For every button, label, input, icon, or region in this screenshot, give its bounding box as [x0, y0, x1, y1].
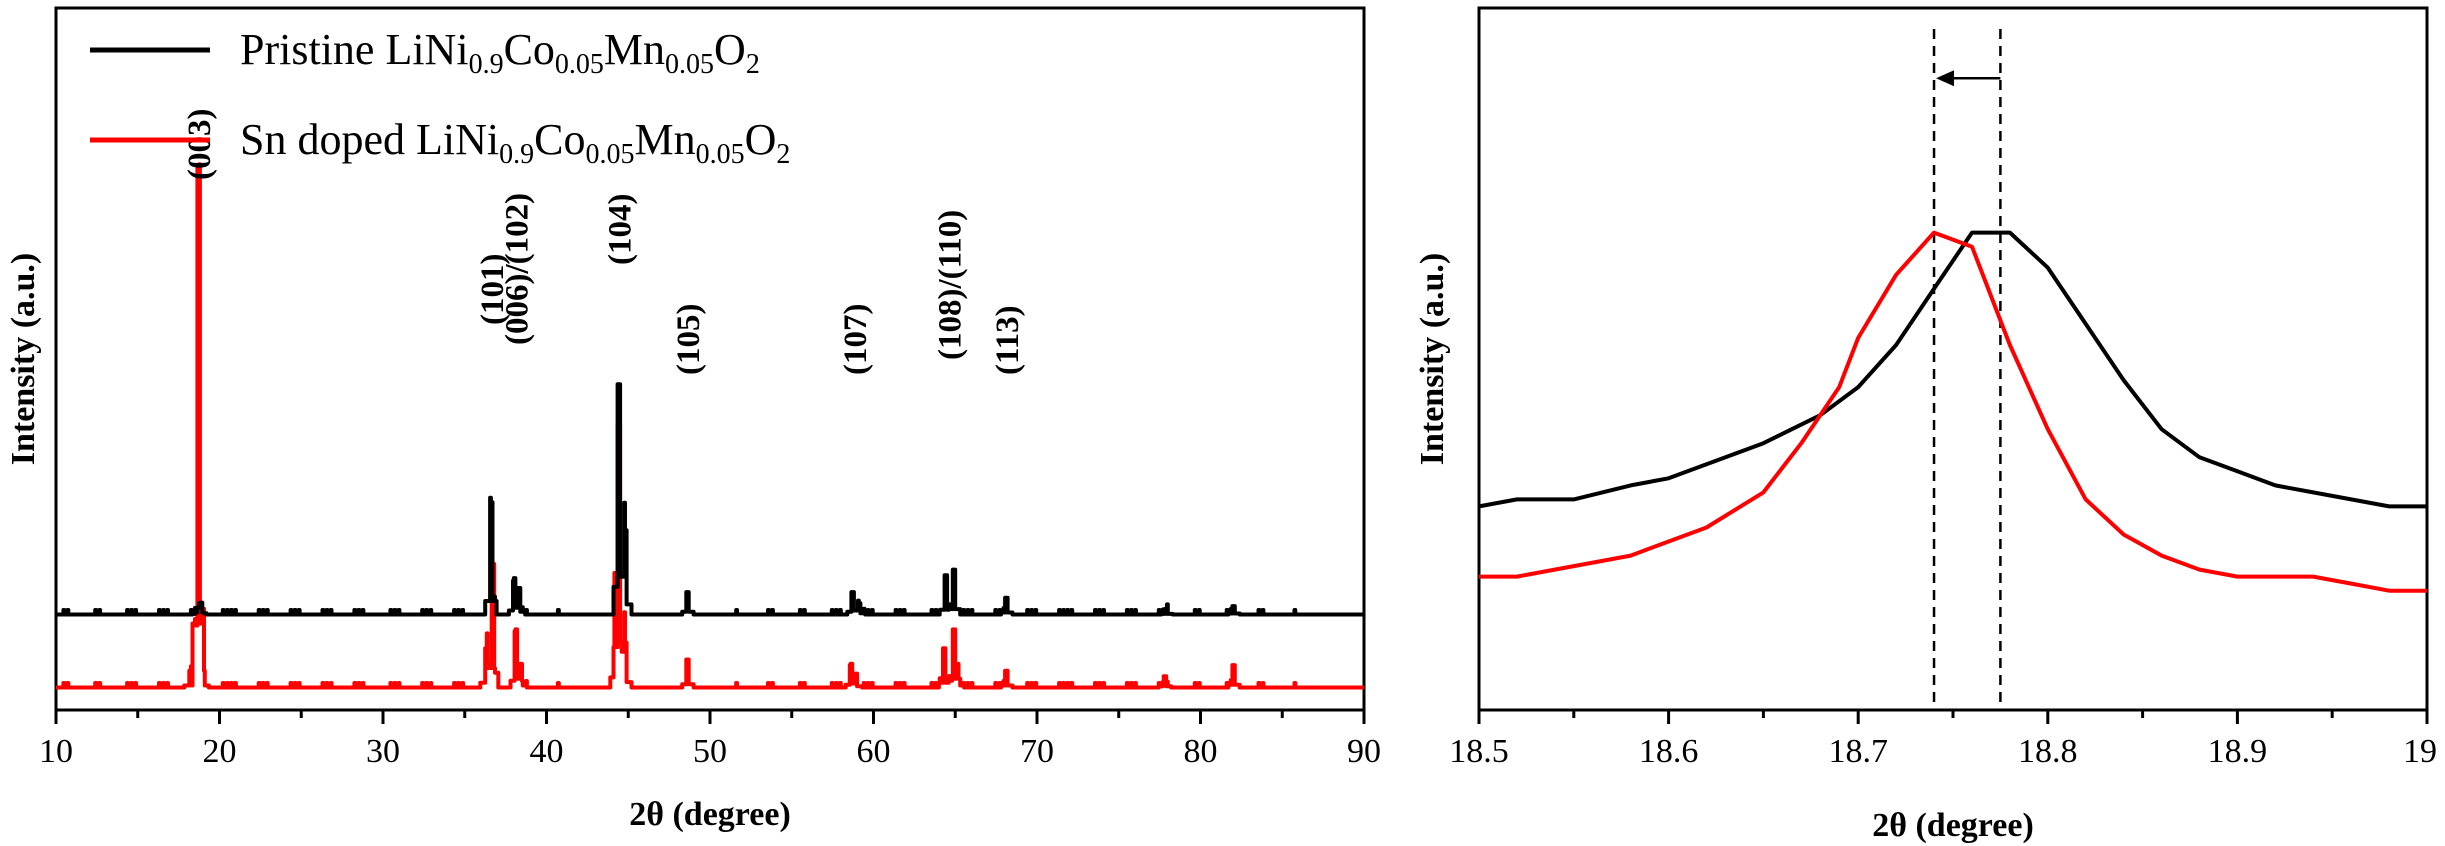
legend-pristine-sub: 0.05 [665, 49, 714, 80]
legend-sn-sub: 0.9 [499, 139, 534, 170]
right-panel-zoom-003: 18.5 18.6 18.7 18.8 18.9 19 2θ (degree) Inten… [1414, 6, 2437, 844]
legend-label-pristine: Pristine LiNi0.9Co0.05Mn0.05O2 [240, 25, 760, 80]
zoom-series-sn-doped-line [1479, 230, 2427, 593]
legend-pristine-sub: 0.9 [469, 49, 504, 80]
legend-sn-part: O [745, 115, 777, 164]
legend-label-sn-doped: Sn doped LiNi0.9Co0.05Mn0.05O2 [240, 115, 790, 170]
left-x-tick-label: 80 [1184, 733, 1218, 770]
left-x-tick-label: 60 [857, 733, 891, 770]
peak-label: (108)/(110) [933, 210, 969, 360]
zoom-series-pristine-line [1478, 230, 2427, 509]
right-x-tick-label: 18.7 [1828, 733, 1888, 770]
right-x-tick-label: 18.8 [2018, 733, 2078, 770]
legend-pristine-sub: 2 [746, 49, 760, 80]
peak-label: (104) [602, 194, 638, 265]
peak-label: (113) [990, 305, 1026, 375]
legend-sn-sub: 2 [776, 139, 790, 170]
legend-sn-sub: 0.05 [696, 139, 745, 170]
legend-sn-part: Mn [634, 115, 695, 164]
legend-sn-sub: 0.05 [585, 139, 634, 170]
left-x-axis-title: 2θ (degree) [629, 796, 791, 833]
right-plot-frame [1477, 6, 2429, 712]
right-x-ticks: 18.5 18.6 18.7 18.8 18.9 19 [1449, 710, 2437, 770]
right-reference-lines [1932, 29, 2002, 710]
left-x-tick-label: 30 [366, 733, 400, 770]
right-x-tick-label: 18.6 [1639, 733, 1699, 770]
left-series [54, 162, 1366, 690]
legend: Pristine LiNi0.9Co0.05Mn0.05O2 Sn doped … [90, 25, 790, 170]
series-sn-doped-line [54, 162, 1366, 690]
left-x-tick-label: 70 [1020, 733, 1054, 770]
legend-pristine-part: O [714, 25, 746, 74]
left-panel-wide-scan: 10 20 30 40 50 60 70 80 90 (003) (101)(006)/(102)… [5, 6, 1381, 833]
right-series [1478, 230, 2427, 593]
peak-label: (101) [475, 254, 511, 325]
legend-pristine-part: Mn [604, 25, 665, 74]
left-x-tick-label: 20 [203, 733, 237, 770]
legend-pristine-sub: 0.05 [555, 49, 604, 80]
left-x-tick-label: 50 [693, 733, 727, 770]
left-x-ticks: 10 20 30 40 50 60 70 80 90 [39, 710, 1381, 770]
legend-sn-part: Co [534, 115, 585, 164]
peak-label: (006)/(102) [499, 193, 535, 345]
left-x-tick-label: 90 [1347, 733, 1381, 770]
peak-label: (107) [838, 304, 874, 375]
legend-sn-part: Sn doped LiNi [240, 115, 499, 164]
peak-label: (105) [671, 304, 707, 375]
right-x-tick-label: 18.9 [2208, 733, 2268, 770]
shift-arrow-head [1936, 70, 1955, 87]
right-x-tick-label: 18.5 [1449, 733, 1509, 770]
legend-pristine-part: Pristine LiNi [240, 25, 469, 74]
left-x-tick-label: 10 [39, 733, 73, 770]
right-y-axis-title: Intensity (a.u.) [1414, 253, 1451, 466]
legend-pristine-part: Co [504, 25, 555, 74]
left-x-tick-label: 40 [530, 733, 564, 770]
right-x-tick-label: 19 [2403, 733, 2437, 770]
series-pristine-line [54, 382, 1366, 617]
left-peak-labels: (003) (101)(006)/(102) (104) (105) (107) (108… [182, 109, 1026, 375]
right-x-axis-title: 2θ (degree) [1872, 807, 2034, 844]
left-y-axis-title: Intensity (a.u.) [5, 253, 42, 466]
peak-label: (003) [182, 109, 218, 180]
